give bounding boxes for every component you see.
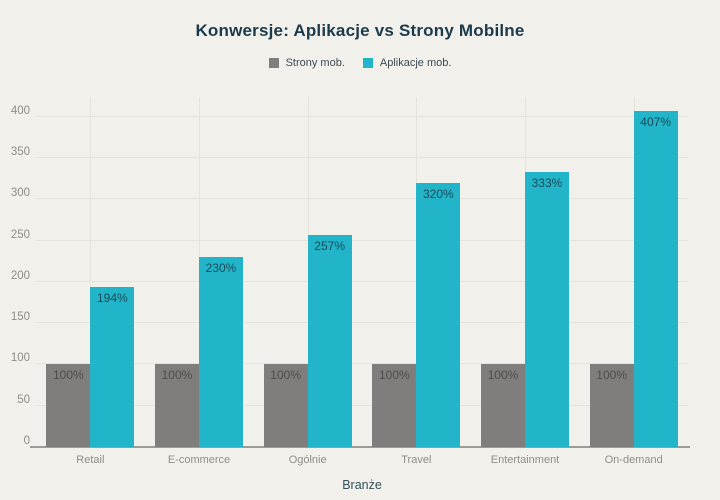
x-category-label-e-commerce: E-commerce bbox=[167, 454, 231, 466]
bar-aplikacje-mob-on-demand: 407% bbox=[633, 111, 678, 447]
legend-item-aplikacje-mob: Aplikacje mob. bbox=[362, 57, 452, 69]
plot-area: 100% 194% 100% 230% 100% 257% 100% 320% 100% 333%… bbox=[30, 97, 690, 448]
y-tick-label-150: 150 bbox=[10, 311, 30, 324]
x-category-label-entertainment: Entertainment bbox=[490, 454, 560, 466]
bar-value-label: 230% bbox=[205, 261, 237, 276]
x-category-label-og-lnie: Ogólnie bbox=[288, 454, 327, 466]
bar-aplikacje-mob-e-commerce: 230% bbox=[198, 257, 243, 447]
legend-swatch-strony-mob bbox=[268, 58, 279, 68]
x-category-label-on-demand: On-demand bbox=[604, 454, 663, 466]
y-tick-label-0: 0 bbox=[23, 435, 30, 447]
category-slot-retail: 100% 194% bbox=[36, 97, 145, 447]
bar-aplikacje-mob-travel: 320% bbox=[416, 182, 461, 447]
bar-value-label: 320% bbox=[422, 186, 454, 201]
bar-aplikacje-mob-og-lnie: 257% bbox=[307, 234, 352, 447]
x-axis: Retail E-commerce Ogólnie Travel Entertainme… bbox=[36, 454, 688, 470]
bar-value-label: 333% bbox=[531, 176, 563, 191]
x-axis-title: Branże bbox=[342, 478, 382, 492]
category-slot-og-lnie: 100% 257% bbox=[253, 97, 362, 447]
gridline-y-100 bbox=[36, 363, 688, 365]
legend-item-strony-mob: Strony mob. bbox=[268, 57, 345, 69]
bar-value-label: 100% bbox=[596, 368, 627, 383]
gridline-y-400 bbox=[36, 115, 688, 117]
bar-value-label: 257% bbox=[314, 238, 345, 253]
bar-aplikacje-mob-retail: 194% bbox=[90, 286, 135, 447]
bar-strony-mob-on-demand: 100% bbox=[589, 364, 634, 447]
bar-strony-mob-entertainment: 100% bbox=[480, 364, 525, 447]
gridline-y-200 bbox=[36, 280, 688, 282]
category-slot-e-commerce: 100% 230% bbox=[145, 97, 254, 447]
x-category-label-retail: Retail bbox=[76, 454, 105, 466]
y-tick-label-100: 100 bbox=[10, 352, 30, 365]
gridline-y-250 bbox=[36, 239, 688, 241]
bar-value-label: 100% bbox=[487, 368, 519, 383]
bar-value-label: 100% bbox=[52, 368, 84, 383]
category-slot-entertainment: 100% 333% bbox=[471, 97, 580, 447]
bar-value-label: 100% bbox=[378, 368, 410, 383]
y-tick-label-350: 350 bbox=[10, 146, 30, 159]
bar-strony-mob-og-lnie: 100% bbox=[263, 364, 308, 447]
bar-value-label: 100% bbox=[161, 368, 193, 383]
x-axis-line bbox=[30, 446, 690, 448]
gridline-y-150 bbox=[36, 322, 688, 324]
bar-value-label: 407% bbox=[640, 115, 671, 130]
gridline-y-300 bbox=[36, 198, 688, 200]
bar-aplikacje-mob-entertainment: 333% bbox=[524, 172, 569, 447]
bar-strony-mob-e-commerce: 100% bbox=[154, 364, 199, 447]
chart-title: Konwersje: Aplikacje vs Strony Mobilne bbox=[195, 21, 525, 40]
bar-value-label: 194% bbox=[96, 290, 128, 305]
y-axis: 0 50 100 150 200 250 300 350 400 bbox=[0, 97, 30, 447]
bar-value-label: 100% bbox=[270, 368, 301, 383]
legend-label-strony-mob: Strony mob. bbox=[285, 57, 345, 69]
gridline-x-retail bbox=[90, 97, 92, 447]
y-tick-label-200: 200 bbox=[10, 269, 30, 282]
y-tick-label-250: 250 bbox=[10, 228, 30, 241]
legend-label-aplikacje-mob: Aplikacje mob. bbox=[379, 57, 452, 69]
legend-swatch-aplikacje-mob bbox=[362, 58, 373, 68]
bar-strony-mob-travel: 100% bbox=[372, 364, 417, 447]
y-tick-label-300: 300 bbox=[10, 187, 30, 200]
y-tick-label-400: 400 bbox=[10, 104, 30, 117]
y-tick-label-50: 50 bbox=[17, 393, 30, 406]
bar-strony-mob-retail: 100% bbox=[46, 364, 91, 447]
gridline-y-350 bbox=[36, 157, 688, 159]
category-slot-on-demand: 100% 407% bbox=[579, 97, 688, 447]
category-slot-travel: 100% 320% bbox=[362, 97, 471, 447]
legend: Strony mob. Aplikacje mob. bbox=[0, 57, 720, 69]
gridline-y-50 bbox=[36, 404, 688, 406]
x-category-label-travel: Travel bbox=[401, 454, 432, 466]
